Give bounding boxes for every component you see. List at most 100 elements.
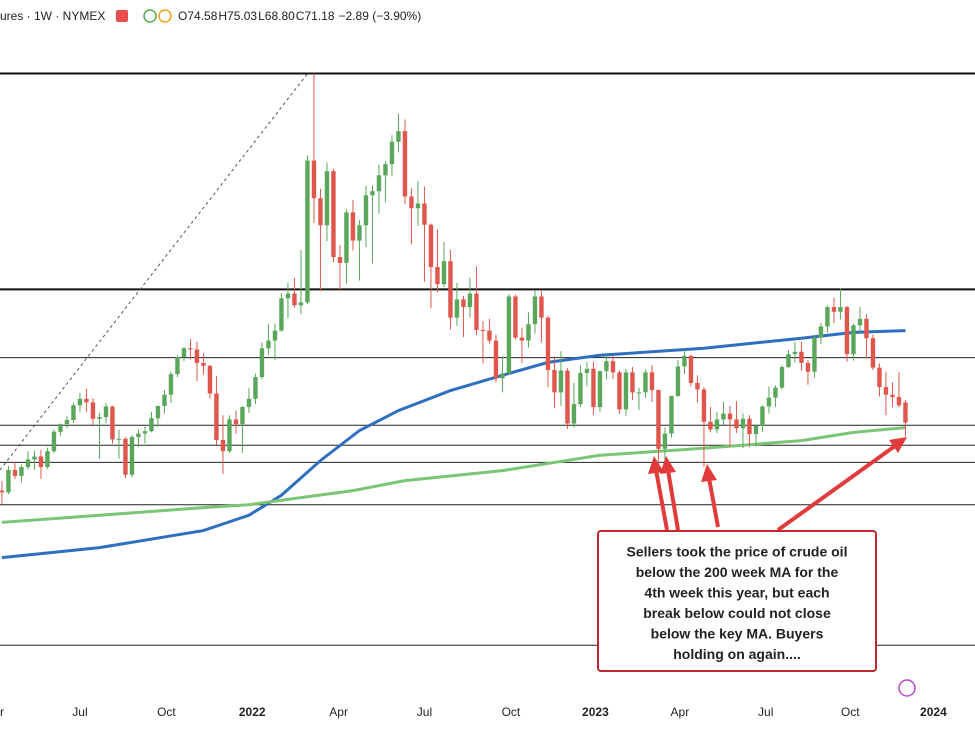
candle-body: [799, 351, 804, 363]
candle-body: [298, 302, 304, 306]
candle-body: [233, 419, 239, 425]
arrowhead: [889, 437, 907, 453]
ohlc-label: C: [296, 9, 305, 23]
candle-body: [110, 406, 115, 440]
candle-body: [467, 293, 473, 308]
candle-body: [454, 299, 460, 318]
candle-body: [266, 340, 271, 349]
candle-body: [747, 418, 752, 435]
ohlc: O 74.58 H 75.03 L 68.80 C 71.18 −2.89 (−3.90%): [178, 9, 421, 23]
candle-body: [682, 355, 687, 367]
candle-body: [701, 389, 707, 422]
candle-body: [526, 324, 531, 341]
plot-area: [0, 72, 975, 646]
candle-body: [766, 397, 772, 407]
candle-body: [890, 394, 895, 398]
candle-body: [162, 394, 167, 406]
candle-body: [441, 261, 447, 285]
candle-body: [805, 362, 811, 372]
x-tick-label: Apr: [671, 705, 690, 719]
candle-body: [870, 338, 876, 368]
candle-body: [857, 318, 863, 326]
candle-body: [305, 160, 310, 303]
candle-body: [643, 372, 648, 393]
change: −2.89 (−3.90%): [339, 9, 422, 23]
candle-body: [207, 365, 213, 394]
annotation-line: holding on again....: [673, 646, 801, 662]
candle-body: [220, 440, 226, 452]
candle-body: [253, 377, 258, 399]
candle-body: [175, 357, 180, 375]
candle-body: [337, 257, 343, 263]
arrowhead: [660, 456, 676, 474]
candle-body: [565, 370, 570, 424]
icon: [158, 9, 172, 23]
candle-body: [402, 131, 408, 197]
arrow: [776, 444, 897, 532]
candle-body: [519, 337, 525, 341]
candle-body: [506, 296, 512, 374]
candle-body: [350, 212, 356, 241]
candle-body: [292, 293, 297, 306]
ohlc-value: 74.58: [187, 9, 217, 23]
candle-body: [214, 393, 219, 440]
candle-body: [825, 307, 830, 327]
ohlc-label: H: [218, 9, 227, 23]
candle-body: [500, 373, 505, 379]
candle-body: [461, 299, 466, 308]
candle-body: [19, 467, 24, 476]
candle-body: [740, 418, 746, 429]
candle-body: [734, 419, 739, 429]
candle-body: [409, 196, 414, 209]
candle-body: [545, 317, 551, 370]
candle-body: [448, 261, 453, 318]
candle-body: [383, 164, 388, 176]
header: ures · 1W · NYMEX O 74.58 H 75.03 L 68.80 C 71.…: [0, 9, 421, 23]
candle-body: [389, 141, 395, 165]
candle-body: [792, 351, 798, 355]
candle-body: [396, 131, 401, 142]
x-tick-label: Oct: [841, 705, 860, 719]
candle-body: [279, 298, 284, 331]
candle-body: [883, 387, 889, 395]
candle-body: [753, 425, 759, 435]
candle-body: [90, 402, 96, 419]
candle-body: [272, 330, 278, 341]
ohlc-value: 75.03: [227, 9, 257, 23]
candle-body: [240, 407, 245, 425]
icon: [898, 679, 916, 697]
candle-body: [246, 398, 252, 408]
candle-body: [539, 296, 544, 318]
annotation: Sellers took the price of crude oil below…: [627, 544, 848, 663]
candle-body: [532, 296, 538, 325]
candle-body: [818, 326, 824, 338]
candle-body: [903, 402, 908, 423]
x-tick-label: Jul: [417, 705, 432, 719]
candle-body: [38, 456, 44, 468]
candle-body: [597, 371, 603, 408]
candle-body: [591, 368, 596, 408]
candle-body: [45, 451, 50, 468]
candle-body: [649, 372, 655, 390]
ohlc-value: 71.18: [304, 9, 334, 23]
candle-body: [851, 325, 856, 355]
candle-body: [194, 349, 200, 363]
candle-body: [129, 437, 135, 475]
candle-body: [844, 307, 850, 355]
candle-body: [142, 431, 148, 434]
candle-body: [480, 330, 486, 331]
candle-body: [669, 395, 674, 434]
candle-body: [324, 171, 330, 226]
candle-body: [630, 372, 635, 393]
candle-body: [357, 225, 362, 241]
candle-body: [168, 374, 174, 395]
x-tick-label: 2022: [239, 705, 266, 719]
candle-body: [103, 406, 109, 418]
candle-body: [831, 307, 837, 312]
x-tick-label: 2024: [920, 705, 947, 719]
x-tick-label: Oct: [502, 705, 521, 719]
candle-body: [285, 293, 291, 299]
candle-body: [344, 212, 349, 263]
candle-body: [487, 330, 492, 341]
candle-body: [695, 382, 700, 390]
